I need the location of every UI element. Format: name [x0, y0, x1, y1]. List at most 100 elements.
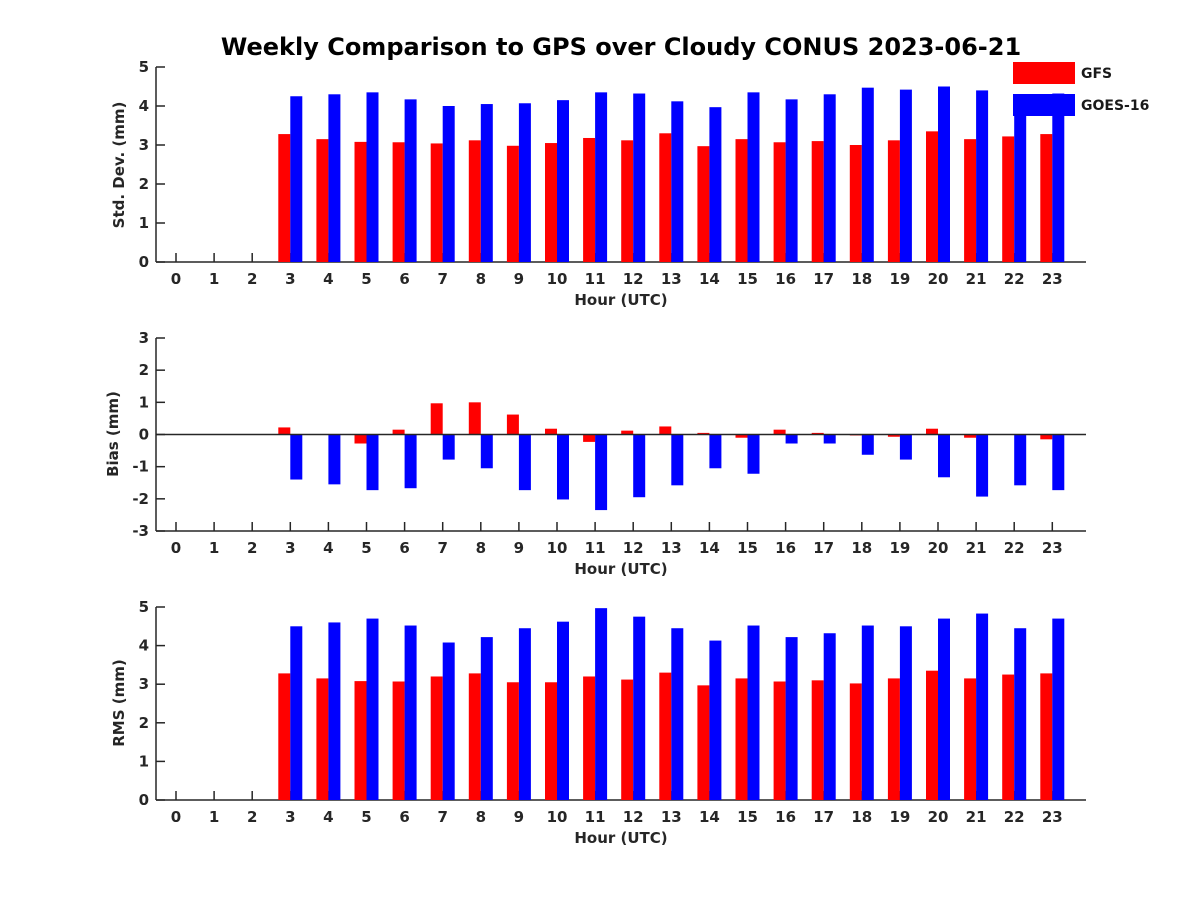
x-tick-label: 18 — [851, 539, 872, 557]
y-tick-label: 5 — [139, 598, 149, 616]
bar-gfs-hour-16 — [773, 681, 786, 800]
legend-swatch-gfs — [1013, 62, 1075, 84]
bar-goes-16-hour-7 — [442, 434, 455, 460]
x-tick-label: 9 — [514, 808, 524, 826]
bar-gfs-hour-10 — [545, 143, 557, 262]
bar-gfs-hour-11 — [583, 676, 596, 800]
bar-goes-16-hour-6 — [404, 99, 417, 263]
y-tick-label: 4 — [139, 637, 149, 655]
bar-gfs-hour-20 — [926, 428, 938, 435]
x-tick-label: 7 — [437, 539, 447, 557]
bar-goes-16-hour-16 — [785, 434, 798, 444]
x-tick-label: 12 — [623, 270, 644, 288]
y-axis-label: Std. Dev. (mm) — [110, 102, 128, 229]
x-tick-label: 3 — [285, 539, 295, 557]
x-tick-label: 8 — [476, 539, 486, 557]
bar-goes-16-hour-17 — [823, 633, 836, 800]
bar-gfs-hour-22 — [1002, 674, 1015, 800]
bar-goes-16-hour-4 — [328, 622, 341, 800]
bar-gfs-hour-17 — [811, 680, 824, 800]
bar-goes-16-hour-18 — [861, 434, 874, 455]
bar-goes-16-hour-3 — [290, 434, 303, 480]
x-tick-label: 3 — [285, 808, 295, 826]
y-tick-label: 2 — [139, 175, 149, 193]
x-tick-label: 11 — [585, 270, 606, 288]
y-tick-label: 3 — [139, 675, 149, 693]
bar-goes-16-hour-14 — [709, 434, 722, 469]
bar-goes-16-hour-4 — [328, 94, 341, 262]
bar-goes-16-hour-18 — [861, 625, 874, 800]
bar-gfs-hour-20 — [926, 131, 938, 262]
x-tick-label: 15 — [737, 808, 758, 826]
bar-gfs-hour-6 — [392, 142, 405, 262]
x-tick-label: 1 — [209, 270, 219, 288]
y-tick-label: 1 — [139, 752, 149, 770]
bar-goes-16-hour-15 — [747, 434, 760, 474]
bar-goes-16-hour-12 — [633, 616, 646, 800]
y-tick-label: 5 — [139, 58, 149, 76]
bar-gfs-hour-15 — [735, 678, 748, 800]
bar-goes-16-hour-11 — [595, 92, 608, 262]
bar-gfs-hour-8 — [468, 140, 481, 262]
bar-goes-16-hour-17 — [823, 434, 836, 444]
x-tick-label: 23 — [1042, 808, 1063, 826]
bar-goes-16-hour-20 — [938, 86, 950, 262]
bar-gfs-hour-19 — [887, 678, 900, 800]
bar-goes-16-hour-10 — [557, 100, 569, 263]
bar-goes-16-hour-13 — [671, 434, 684, 486]
x-tick-label: 18 — [851, 808, 872, 826]
x-tick-label: 17 — [813, 539, 834, 557]
x-tick-label: 20 — [928, 808, 949, 826]
bar-gfs-hour-23 — [1040, 134, 1053, 262]
y-tick-label: 0 — [139, 791, 149, 809]
bar-gfs-hour-6 — [392, 681, 405, 800]
bar-gfs-hour-22 — [1002, 136, 1015, 262]
bar-goes-16-hour-3 — [290, 96, 303, 262]
y-tick-label: 0 — [139, 426, 149, 444]
bar-goes-16-hour-12 — [633, 93, 646, 263]
x-tick-label: 10 — [547, 808, 568, 826]
y-tick-label: 4 — [139, 97, 149, 115]
x-tick-label: 0 — [171, 539, 181, 557]
x-tick-label: 19 — [889, 539, 910, 557]
legend-label: GFS — [1081, 66, 1112, 82]
x-tick-label: 22 — [1004, 539, 1025, 557]
bar-goes-16-hour-15 — [747, 92, 760, 262]
bar-goes-16-hour-18 — [861, 87, 874, 262]
x-tick-label: 15 — [737, 270, 758, 288]
bar-gfs-hour-5 — [354, 141, 367, 262]
bar-gfs-hour-4 — [316, 678, 329, 800]
bar-gfs-hour-12 — [621, 679, 634, 800]
bar-goes-16-hour-7 — [442, 642, 455, 800]
x-tick-label: 19 — [889, 808, 910, 826]
x-tick-label: 22 — [1004, 808, 1025, 826]
bar-gfs-hour-9 — [506, 414, 519, 435]
bar-goes-16-hour-8 — [480, 104, 493, 262]
bar-goes-16-hour-4 — [328, 434, 341, 485]
x-tick-label: 2 — [247, 808, 257, 826]
y-axis-label: RMS (mm) — [110, 659, 128, 746]
bar-gfs-hour-6 — [392, 429, 405, 435]
bar-goes-16-hour-22 — [1014, 100, 1027, 263]
bar-goes-16-hour-9 — [518, 103, 531, 263]
legend-label: GOES-16 — [1081, 98, 1149, 114]
bar-goes-16-hour-10 — [557, 621, 569, 800]
bar-goes-16-hour-22 — [1014, 628, 1027, 800]
x-tick-label: 2 — [247, 270, 257, 288]
bar-gfs-hour-17 — [811, 432, 824, 435]
bar-goes-16-hour-22 — [1014, 434, 1027, 486]
bar-gfs-hour-8 — [468, 402, 481, 435]
bar-goes-16-hour-20 — [938, 434, 950, 478]
x-tick-label: 3 — [285, 270, 295, 288]
bar-goes-16-hour-19 — [899, 89, 912, 263]
x-tick-label: 23 — [1042, 270, 1063, 288]
y-tick-label: -1 — [132, 458, 149, 476]
x-tick-label: 6 — [399, 539, 409, 557]
y-tick-label: 1 — [139, 393, 149, 411]
y-tick-label: 1 — [139, 214, 149, 232]
y-tick-label: -3 — [132, 522, 149, 540]
bar-goes-16-hour-23 — [1052, 93, 1065, 263]
x-tick-label: 22 — [1004, 270, 1025, 288]
bar-goes-16-hour-14 — [709, 107, 722, 262]
